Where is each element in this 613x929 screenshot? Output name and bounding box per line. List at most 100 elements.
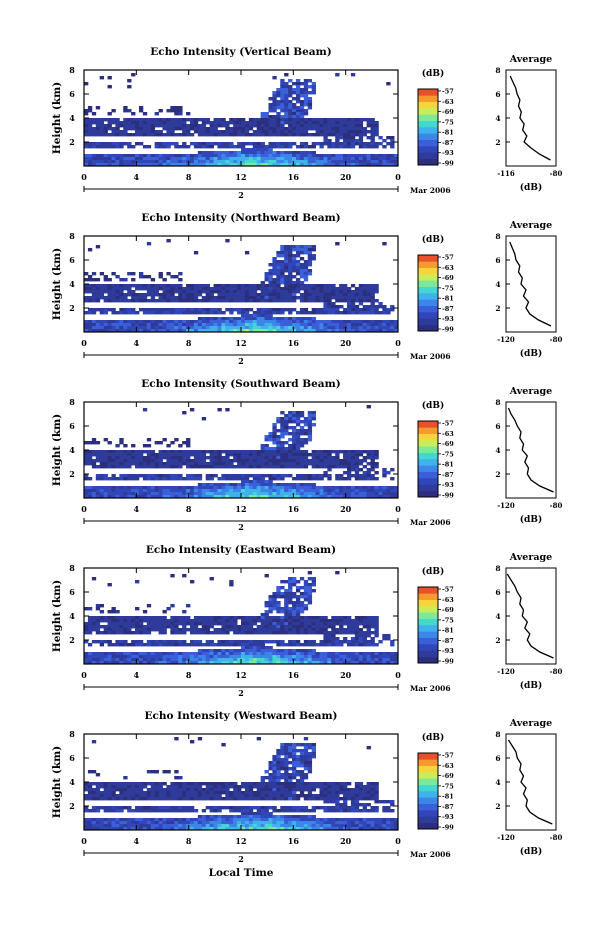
heatmap-cell bbox=[103, 489, 108, 493]
heatmap-cell bbox=[84, 124, 89, 128]
heatmap-cell bbox=[115, 782, 120, 786]
heatmap-cell bbox=[146, 308, 152, 312]
x-tick-label: 16 bbox=[288, 172, 300, 182]
heatmap-cell bbox=[178, 652, 183, 656]
heatmap-cell bbox=[174, 619, 179, 623]
heatmap-cell bbox=[268, 610, 273, 614]
heatmap-cell bbox=[225, 622, 230, 626]
heatmap-cell bbox=[87, 770, 93, 774]
heatmap-cell bbox=[343, 652, 348, 656]
heatmap-cell bbox=[303, 130, 309, 134]
heatmap-cell bbox=[158, 785, 163, 789]
heatmap-cell bbox=[244, 323, 250, 327]
heatmap-cell bbox=[99, 290, 105, 294]
heatmap-cell bbox=[346, 631, 352, 635]
heatmap-cell bbox=[91, 127, 97, 131]
heatmap-cell bbox=[127, 293, 132, 297]
heatmap-cell bbox=[182, 453, 187, 457]
heatmap-cell bbox=[315, 477, 320, 481]
heatmap-cell bbox=[288, 160, 293, 164]
heatmap-cell bbox=[115, 809, 120, 813]
heatmap-cell bbox=[111, 806, 116, 810]
heatmap-cell bbox=[197, 163, 203, 167]
heatmap-cell bbox=[264, 601, 269, 605]
colorbar-tick-label: -75 bbox=[442, 616, 454, 624]
heatmap-cell bbox=[280, 245, 285, 249]
heatmap-cell bbox=[186, 293, 191, 297]
heatmap-cell bbox=[170, 824, 175, 828]
heatmap-cell bbox=[111, 127, 116, 131]
average-line bbox=[509, 241, 552, 327]
heatmap-cell bbox=[343, 459, 348, 463]
colorbar-tick-label: -99 bbox=[442, 492, 454, 500]
heatmap-cell bbox=[217, 124, 222, 128]
heatmap-cell bbox=[178, 791, 183, 795]
heatmap-cell bbox=[217, 477, 222, 481]
heatmap-cell bbox=[119, 495, 124, 499]
heatmap-cell bbox=[307, 254, 313, 258]
heatmap-cell bbox=[276, 592, 281, 596]
heatmap-cell bbox=[138, 827, 144, 831]
heatmap-cell bbox=[170, 459, 175, 463]
heatmap-cell bbox=[280, 492, 285, 496]
heatmap-cell bbox=[229, 655, 234, 659]
heatmap-cell bbox=[292, 577, 297, 581]
heatmap-cell bbox=[390, 489, 395, 493]
heatmap-cell bbox=[150, 655, 156, 659]
heatmap-cell bbox=[350, 486, 356, 490]
heatmap-cell bbox=[103, 462, 108, 466]
heatmap-cell bbox=[135, 661, 140, 665]
heatmap-cell bbox=[362, 489, 368, 493]
heatmap-cell bbox=[284, 127, 289, 131]
heatmap-cell bbox=[162, 474, 167, 478]
heatmap-cell bbox=[299, 420, 305, 424]
heatmap-cell bbox=[119, 818, 124, 822]
heatmap-cell bbox=[123, 154, 128, 158]
heatmap-cell bbox=[358, 616, 364, 620]
heatmap-cell bbox=[119, 631, 124, 635]
heatmap-cell bbox=[84, 827, 89, 831]
heatmap-cell bbox=[197, 652, 203, 656]
heatmap-cell bbox=[213, 628, 218, 632]
heatmap-cell bbox=[350, 160, 356, 164]
heatmap-cell bbox=[135, 628, 140, 632]
heatmap-cell bbox=[252, 652, 258, 656]
heatmap-cell bbox=[166, 818, 171, 822]
heatmap-cell bbox=[91, 640, 97, 644]
heatmap-cell bbox=[272, 640, 277, 644]
heatmap-cell bbox=[201, 658, 207, 662]
heatmap-cell bbox=[362, 622, 368, 626]
heatmap-cell bbox=[241, 308, 246, 312]
average-frame bbox=[505, 401, 557, 499]
heatmap-cell bbox=[327, 160, 332, 164]
heatmap-cell bbox=[221, 326, 226, 330]
heatmap-cell bbox=[311, 661, 316, 665]
heatmap-cell bbox=[182, 809, 187, 813]
heatmap-cell bbox=[193, 251, 199, 255]
x-tick-label: 0 bbox=[395, 338, 401, 348]
heatmap-cell bbox=[382, 308, 387, 312]
heatmap-cell bbox=[170, 293, 175, 297]
heatmap-cell bbox=[260, 299, 265, 303]
heatmap-cell bbox=[284, 643, 289, 647]
heatmap-cell bbox=[307, 145, 313, 149]
heatmap-cell bbox=[170, 782, 175, 786]
heatmap-cell bbox=[170, 794, 175, 798]
heatmap-cell bbox=[241, 480, 246, 484]
heatmap-cell bbox=[154, 323, 159, 327]
heatmap-cell bbox=[292, 118, 297, 122]
heatmap-cell bbox=[99, 465, 105, 469]
heatmap-cell bbox=[162, 788, 167, 792]
heatmap-cell bbox=[256, 293, 262, 297]
heatmap-cell bbox=[295, 127, 301, 131]
heatmap-cell bbox=[280, 465, 285, 469]
heatmap-cell bbox=[91, 133, 97, 137]
heatmap-cell bbox=[292, 323, 297, 327]
heatmap-cell bbox=[162, 770, 167, 774]
heatmap-cell bbox=[307, 601, 313, 605]
heatmap-cell bbox=[370, 157, 375, 161]
heatmap-cell bbox=[295, 447, 301, 451]
heatmap-cell bbox=[135, 287, 140, 291]
heatmap-cell bbox=[99, 616, 105, 620]
heatmap-cell bbox=[327, 492, 332, 496]
